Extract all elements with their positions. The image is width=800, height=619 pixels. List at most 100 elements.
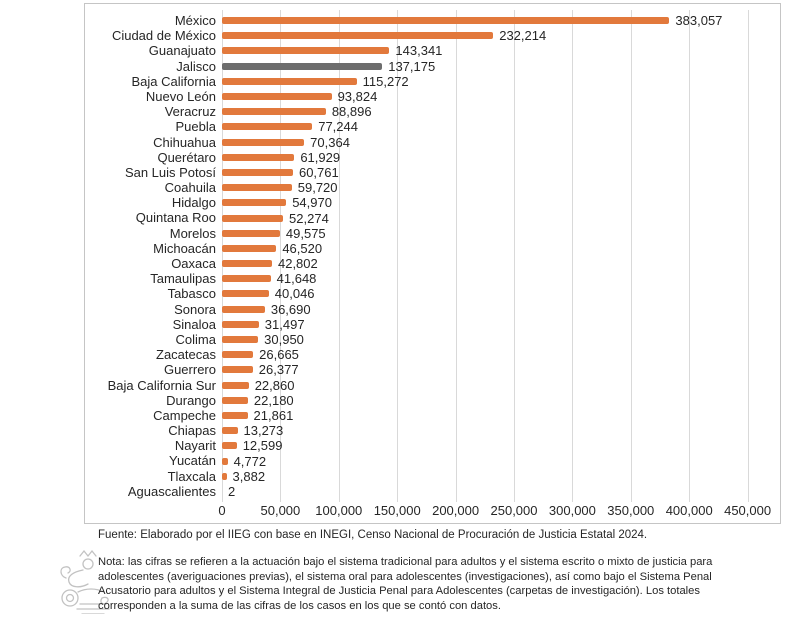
- x-axis-tick-label: 200,000: [432, 503, 480, 518]
- state-label: Michoacán: [153, 240, 216, 256]
- value-bar: [222, 244, 277, 252]
- value-label: 137,175: [388, 58, 436, 74]
- state-label: Chihuahua: [153, 134, 216, 150]
- x-axis: 0 50,000 100,000 150,000 200,000 250,000 300,0…: [85, 503, 780, 519]
- state-label: Veracruz: [164, 104, 216, 120]
- gridline: [280, 10, 282, 502]
- value-bar: [222, 168, 293, 176]
- bar-track: 137,175: [222, 59, 776, 74]
- value-bar: [222, 442, 237, 450]
- note-line: corresponden a la suma de las cifras de …: [98, 599, 501, 612]
- state-label: Morelos: [169, 225, 216, 241]
- value-label: 36,690: [270, 301, 311, 317]
- value-label: 21,861: [253, 407, 294, 423]
- note-line: Acusatorio para adultos y el Sistema Int…: [98, 585, 700, 598]
- x-axis-tick-label: 100,000: [315, 503, 363, 518]
- x-axis-tick-label: 150,000: [373, 503, 421, 518]
- state-label: Querétaro: [157, 149, 216, 165]
- value-label: 46,520: [282, 240, 323, 256]
- bar-track: 88,896: [222, 104, 776, 119]
- bar-track: 3,882: [222, 469, 776, 484]
- bar-track: 54,970: [222, 195, 776, 210]
- state-label: Coahuila: [164, 180, 216, 196]
- state-label: Tlaxcala: [167, 468, 216, 484]
- bar-row: Campeche 21,861: [85, 408, 776, 423]
- bar-row: Baja California 115,272: [85, 74, 776, 89]
- value-label: 12,599: [242, 438, 283, 454]
- value-label: 26,377: [258, 362, 299, 378]
- state-label: Tamaulipas: [150, 271, 216, 287]
- value-bar: [222, 199, 287, 207]
- value-bar: [222, 411, 248, 419]
- bar-track: 115,272: [222, 74, 776, 89]
- state-label: México: [174, 13, 216, 28]
- gridline: [455, 10, 457, 502]
- bar-track: 46,520: [222, 241, 776, 256]
- value-label: 41,648: [276, 271, 317, 287]
- bar-rows-container: México 383,057 Ciudad de México 232,214 Guan…: [85, 13, 776, 499]
- value-label: 26,665: [259, 347, 299, 363]
- value-label: 59,720: [297, 180, 338, 196]
- note-line: adolescentes (averiguaciones previas), e…: [98, 570, 712, 583]
- bar-track: 21,861: [222, 408, 776, 423]
- value-bar: [222, 290, 269, 298]
- bar-row: Guanajuato 143,341: [85, 43, 776, 58]
- value-bar: [222, 123, 313, 131]
- value-bar: [222, 320, 259, 328]
- source-text: Fuente: Elaborado por el IIEG con base e…: [98, 529, 648, 541]
- bar-track: 30,950: [222, 332, 776, 347]
- state-label: Aguascalientes: [127, 483, 216, 499]
- state-label: Baja California Sur: [107, 377, 216, 393]
- bar-row: Guerrero 26,377: [85, 362, 776, 377]
- value-bar: [222, 427, 238, 435]
- note-line: Nota: las cifras se refieren a la actuac…: [98, 556, 713, 568]
- bar-row: Chiapas 13,273: [85, 423, 776, 438]
- state-label: Guerrero: [163, 362, 216, 378]
- state-label: Zacatecas: [156, 347, 216, 363]
- state-label: Durango: [166, 392, 216, 408]
- x-axis-tick-label: 300,000: [548, 503, 596, 518]
- gridline: [630, 10, 632, 502]
- bar-row: Nuevo León 93,824: [85, 89, 776, 104]
- state-label: Sinaloa: [172, 316, 216, 332]
- bar-row: Baja California Sur 22,860: [85, 378, 776, 393]
- value-bar: [222, 305, 265, 313]
- bar-track: 26,377: [222, 362, 776, 377]
- value-label: 4,772: [233, 453, 267, 469]
- bar-track: 22,180: [222, 393, 776, 408]
- bar-track: 31,497: [222, 317, 776, 332]
- x-axis-tick-label: 50,000: [260, 503, 301, 518]
- bar-row: Tamaulipas 41,648: [85, 271, 776, 286]
- chart-frame: México 383,057 Ciudad de México 232,214 Guan…: [84, 3, 781, 524]
- bar-track: 26,665: [222, 347, 776, 362]
- x-axis-tick-label: 0: [218, 503, 226, 518]
- bar-track: 60,761: [222, 165, 776, 180]
- bar-row: San Luis Potosí 60,761: [85, 165, 776, 180]
- bar-track: 52,274: [222, 211, 776, 226]
- bar-track: 77,244: [222, 119, 776, 134]
- value-label: 61,929: [300, 149, 341, 165]
- value-label: 2: [228, 483, 236, 499]
- value-bar: [222, 184, 292, 192]
- bar-row: Coahuila 59,720: [85, 180, 776, 195]
- bar-row: Quintana Roo 52,274: [85, 210, 776, 225]
- value-label: 22,180: [253, 392, 294, 408]
- value-bar: [222, 77, 357, 85]
- gridline: [222, 10, 223, 502]
- bar-track: 93,824: [222, 89, 776, 104]
- value-bar: [222, 17, 670, 25]
- value-label: 40,046: [274, 286, 315, 302]
- value-label: 22,860: [254, 377, 295, 393]
- state-label: Jalisco: [176, 58, 216, 74]
- bar-row: Colima 30,950: [85, 332, 776, 347]
- bar-track: 42,802: [222, 256, 776, 271]
- bar-row: Ciudad de México 232,214: [85, 28, 776, 43]
- value-label: 383,057: [675, 13, 723, 29]
- bar-track: 232,214: [222, 28, 776, 43]
- plot-gridlines: [85, 10, 780, 502]
- bar-track: 61,929: [222, 150, 776, 165]
- value-label: 52,274: [289, 210, 329, 226]
- bar-row: Durango 22,180: [85, 393, 776, 408]
- gridline: [514, 10, 515, 502]
- bar-track: 22,860: [222, 378, 776, 393]
